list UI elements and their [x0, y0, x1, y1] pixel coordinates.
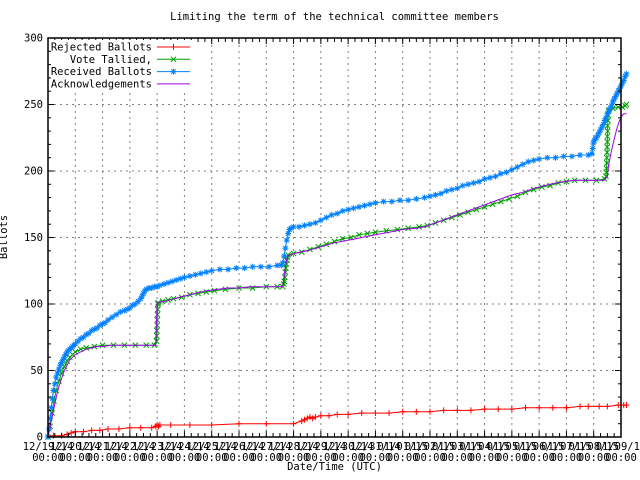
x-tick-sublabel: 00:00 — [414, 452, 446, 464]
grid — [47, 38, 622, 437]
x-tick-sublabel: 00:00 — [523, 452, 555, 464]
tick-labels: 05010015020025030012/19/1400:0012/20/140… — [23, 33, 640, 465]
legend-item-vote-tallied: Vote Tallied, — [70, 54, 190, 66]
x-tick-sublabel: 00:00 — [441, 452, 473, 464]
x-axis-title: Date/Time (UTC) — [287, 461, 382, 473]
x-tick-label: 12/26/14 — [214, 441, 265, 453]
x-tick-sublabel: 00:00 — [141, 452, 173, 464]
x-tick-label: 01/04/15 — [459, 441, 510, 453]
x-tick-sublabel: 00:00 — [605, 452, 637, 464]
legend-label: Acknowledgements — [51, 78, 152, 90]
x-tick-label: 01/08/15 — [568, 441, 619, 453]
x-tick-sublabel: 00:00 — [278, 452, 310, 464]
x-tick-sublabel: 00:00 — [551, 452, 583, 464]
x-tick-sublabel: 00:00 — [59, 452, 91, 464]
x-tick-label: 12/24/14 — [159, 441, 210, 453]
x-tick-label: 01/03/15 — [432, 441, 483, 453]
x-tick-label: 12/30/14 — [323, 441, 374, 453]
legend-label: Received Ballots — [51, 66, 152, 78]
x-tick-label: 01/06/15 — [514, 441, 565, 453]
series-rejected-ballots — [45, 402, 630, 440]
legend-item-acknowledgements: Acknowledgements — [51, 78, 190, 90]
x-tick-label: 12/23/14 — [132, 441, 183, 453]
series-received-ballots — [45, 70, 630, 440]
x-tick-label: 12/19/14 — [23, 441, 74, 453]
x-tick-sublabel: 00:00 — [496, 452, 528, 464]
y-tick-label: 50 — [30, 365, 43, 377]
x-tick-label: 12/29/14 — [296, 441, 347, 453]
y-tick-label: 100 — [24, 299, 43, 311]
x-tick-sublabel: 00:00 — [332, 452, 364, 464]
legend-item-received-ballots: Received Ballots — [51, 66, 190, 78]
x-tick-label: 01/09/15 — [596, 441, 640, 453]
y-tick-label: 0 — [37, 432, 43, 444]
legend-label: Rejected Ballots — [51, 42, 152, 54]
x-tick-sublabel: 00:00 — [87, 452, 119, 464]
y-tick-label: 300 — [24, 33, 43, 45]
x-tick-label: 12/27/14 — [241, 441, 292, 453]
x-tick-label: 01/07/15 — [541, 441, 592, 453]
x-tick-label: 12/21/14 — [77, 441, 128, 453]
x-tick-sublabel: 00:00 — [223, 452, 255, 464]
x-tick-sublabel: 00:00 — [250, 452, 282, 464]
x-tick-label: 01/05/15 — [487, 441, 538, 453]
x-tick-label: 01/01/15 — [377, 441, 428, 453]
x-tick-sublabel: 00:00 — [305, 452, 337, 464]
chart-title: Limiting the term of the technical commi… — [170, 11, 499, 23]
x-tick-sublabel: 00:00 — [578, 452, 610, 464]
x-tick-label: 12/25/14 — [186, 441, 237, 453]
y-tick-label: 200 — [24, 166, 43, 178]
x-tick-sublabel: 00:00 — [196, 452, 228, 464]
legend-item-rejected-ballots: Rejected Ballots — [51, 42, 190, 54]
y-tick-label: 250 — [24, 99, 43, 111]
x-tick-label: 01/02/15 — [405, 441, 456, 453]
series-vote-tallied — [45, 101, 630, 440]
x-tick-sublabel: 00:00 — [114, 452, 146, 464]
x-tick-label: 12/22/14 — [105, 441, 156, 453]
y-tick-label: 150 — [24, 232, 43, 244]
x-tick-sublabel: 00:00 — [469, 452, 501, 464]
x-tick-sublabel: 00:00 — [387, 452, 419, 464]
series-acknowledgements — [47, 113, 627, 438]
x-tick-sublabel: 00:00 — [360, 452, 392, 464]
x-tick-label: 12/20/14 — [50, 441, 101, 453]
x-tick-sublabel: 00:00 — [169, 452, 201, 464]
legend-label: Vote Tallied, — [70, 54, 152, 66]
x-tick-label: 12/28/14 — [268, 441, 319, 453]
x-tick-label: 12/31/14 — [350, 441, 401, 453]
x-tick-sublabel: 00:00 — [32, 452, 64, 464]
